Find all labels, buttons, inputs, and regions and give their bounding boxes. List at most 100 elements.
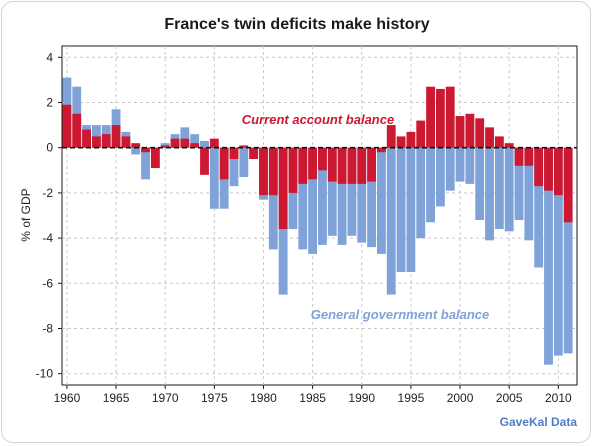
current-account-bar (485, 127, 494, 148)
general-government-bar (494, 147, 504, 230)
general-government-bar (327, 147, 337, 236)
general-government-bar (209, 147, 219, 209)
x-tick-label: 1990 (348, 391, 375, 405)
general-government-bar (406, 147, 416, 272)
current-account-bar (249, 147, 259, 159)
general-government-bar (445, 147, 455, 191)
current-account-bar (367, 147, 377, 182)
y-axis-ticks: 4 2 0 -2 -4 -6 -8 -10 (36, 50, 62, 381)
general-government-bar (200, 140, 209, 148)
current-account-bar (357, 147, 367, 184)
current-account-bar (200, 147, 209, 175)
general-government-bar (298, 147, 308, 250)
y-tick-label: -2 (42, 186, 53, 200)
general-government-bar (553, 147, 563, 356)
general-government-bar (268, 147, 278, 250)
general-government-bar (337, 147, 347, 245)
general-government-annotation: General government balance (311, 307, 489, 322)
current-account-bar (426, 86, 435, 148)
general-government-bar (416, 147, 426, 239)
general-government-bar (544, 147, 553, 365)
general-government-bar (475, 147, 485, 221)
current-account-bar (298, 147, 308, 184)
current-account-bar (504, 143, 514, 148)
x-tick-label: 1975 (201, 391, 228, 405)
general-government-bar (190, 134, 200, 148)
y-tick-label: 2 (46, 96, 53, 110)
current-account-bar (101, 134, 111, 148)
x-tick-label: 2000 (447, 391, 474, 405)
x-tick-label: 1985 (299, 391, 326, 405)
current-account-bar (475, 118, 485, 148)
current-account-bar (465, 113, 475, 148)
current-account-bar (544, 147, 553, 191)
general-government-bar (455, 147, 465, 182)
current-account-bar (82, 129, 91, 148)
current-account-bar (308, 147, 318, 180)
general-government-bar (308, 147, 318, 254)
y-tick-label: -8 (42, 322, 53, 336)
x-tick-label: 1970 (152, 391, 179, 405)
general-government-bar (318, 147, 327, 245)
current-account-bar (121, 136, 131, 148)
current-account-bar (190, 143, 200, 148)
current-account-bar (278, 147, 288, 230)
x-axis-ticks: 1960 1965 1970 1975 1980 1985 1990 1995 2000 2005… (54, 385, 572, 405)
current-account-bar (150, 147, 160, 169)
general-government-bar (180, 127, 190, 148)
x-tick-label: 2010 (545, 391, 572, 405)
current-account-bar (209, 138, 219, 148)
current-account-bar (494, 136, 504, 148)
current-account-bar (239, 145, 249, 148)
current-account-bar (141, 147, 150, 153)
general-government-bar (435, 147, 445, 207)
current-account-bar (416, 120, 426, 148)
source-label: GaveKal Data (500, 415, 578, 429)
y-tick-label: 0 (46, 141, 53, 155)
x-tick-label: 1960 (54, 391, 81, 405)
current-account-bar (396, 136, 406, 148)
current-account-series (62, 86, 573, 230)
general-government-bar (376, 147, 386, 254)
y-tick-label: -10 (36, 367, 54, 381)
current-account-bar (160, 145, 170, 148)
current-account-bar (435, 88, 445, 148)
x-tick-label: 1965 (103, 391, 130, 405)
y-tick-label: 4 (46, 50, 53, 64)
general-government-bar (396, 147, 406, 272)
current-account-annotation: Current account balance (242, 112, 394, 127)
general-government-bar (524, 147, 534, 241)
current-account-bar (445, 86, 455, 148)
general-government-bar (229, 147, 239, 187)
general-government-bar (386, 147, 396, 295)
general-government-bar (465, 147, 475, 184)
current-account-bar (534, 147, 544, 187)
current-account-bar (170, 138, 180, 148)
general-government-bar (367, 147, 377, 248)
current-account-bar (406, 131, 416, 148)
general-government-bar (239, 147, 249, 178)
y-tick-label: -4 (42, 231, 53, 245)
current-account-bar (347, 147, 357, 184)
general-government-bar (347, 147, 357, 236)
current-account-bar (131, 143, 141, 148)
general-government-bar (131, 147, 141, 155)
general-government-bar (485, 147, 494, 241)
general-government-bar (504, 147, 514, 232)
chart-title: France's twin deficits make history (164, 16, 429, 33)
general-government-bar (563, 147, 573, 354)
current-account-bar (62, 104, 72, 148)
y-tick-label: -6 (42, 276, 53, 290)
y-axis-label: % of GDP (19, 188, 33, 241)
x-tick-label: 1995 (398, 391, 425, 405)
current-account-bar (111, 125, 121, 148)
current-account-bar (514, 147, 524, 166)
current-account-bar (524, 147, 534, 166)
current-account-bar (376, 147, 386, 153)
current-account-bar (327, 147, 337, 182)
current-account-bar (72, 113, 82, 148)
current-account-bar (563, 147, 573, 223)
current-account-bar (259, 147, 268, 196)
general-government-bar (426, 147, 435, 223)
